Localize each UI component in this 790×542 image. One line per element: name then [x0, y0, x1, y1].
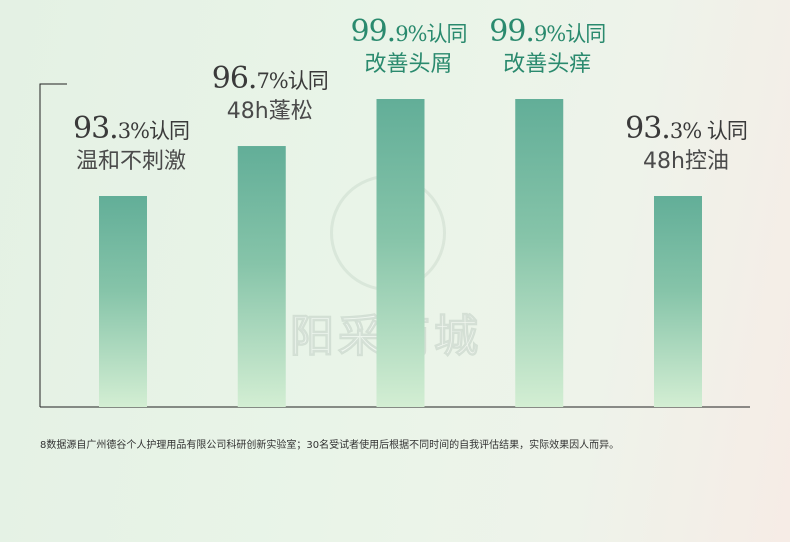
pct-value: 99. [350, 14, 396, 49]
data-label: 93.3% 认同 48h控油 [625, 111, 748, 176]
bar-3 [376, 99, 425, 407]
y-axis [39, 83, 67, 407]
pct-value: 99. [489, 14, 535, 49]
bar-chart [39, 83, 750, 408]
pct-decimal: 9% [395, 22, 427, 46]
pct-suffix: 认同 [149, 119, 190, 143]
data-label: 99.9%认同改善头屑 [350, 14, 468, 79]
bar-5 [654, 196, 702, 407]
pct-suffix: 认同 [426, 22, 468, 46]
category-label: 改善头屑 [364, 52, 453, 77]
pct-value: 93. [72, 111, 119, 146]
pct-decimal: 9% [533, 22, 566, 46]
category-label: 温和不刺激 [75, 149, 187, 174]
category-label: 48h控油 [643, 149, 729, 174]
pct-decimal: 7% [256, 69, 288, 94]
pct-suffix: 认同 [565, 22, 606, 46]
pct-decimal: 3% [669, 119, 702, 143]
bar-4 [515, 99, 564, 407]
footnote: 8数据源自广州德谷个人护理用品有限公司科研创新实验室；30名受试者使用后根据不同… [40, 440, 620, 451]
category-label: 改善头痒 [503, 52, 592, 77]
pct-decimal: 3% [117, 119, 150, 143]
bar-1 [99, 196, 147, 407]
pct-suffix: 认同 [287, 69, 329, 94]
bar-2 [237, 146, 286, 407]
category-label: 48h蓬松 [226, 99, 313, 125]
pct-value: 93. [625, 111, 671, 146]
pct-suffix: 认同 [701, 119, 748, 143]
data-label: 96.7%认同 48h蓬松 [211, 61, 329, 126]
data-label: 93.3%认同温和不刺激 [72, 111, 190, 176]
pct-value: 96. [211, 61, 258, 97]
data-label: 99.9%认同改善头痒 [489, 14, 606, 79]
